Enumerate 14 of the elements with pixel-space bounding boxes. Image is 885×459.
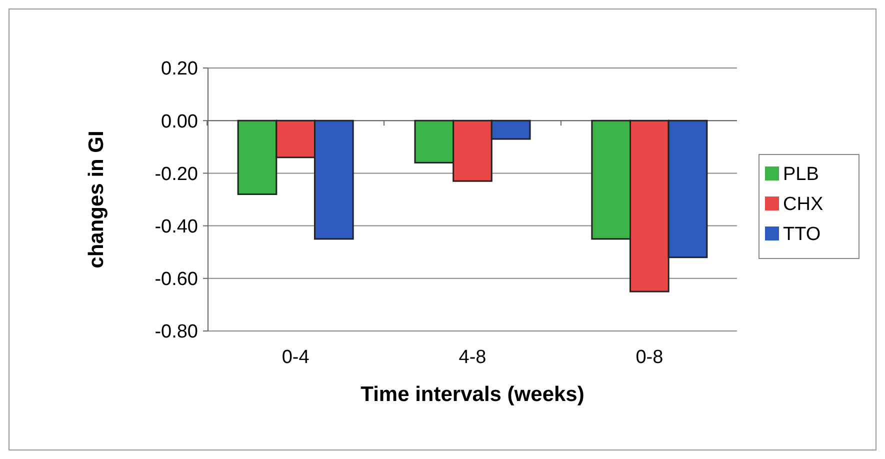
y-tick-label: -0.60 [154,269,198,290]
y-axis-title: changes in GI [85,130,108,268]
legend-label: CHX [783,194,824,216]
x-axis-title: Time intervals (weeks) [360,383,584,406]
y-tick-label: -0.20 [154,164,198,185]
y-tick-label: -0.80 [154,322,198,343]
legend-label: TTO [783,224,821,246]
y-tick-label: -0.40 [154,216,198,238]
y-tick-label: 0.00 [161,111,198,132]
y-tick-label: 0.20 [161,58,198,80]
x-tick-label: 0-4 [282,347,310,368]
x-tick-label: 0-8 [636,347,664,368]
legend-label: PLB [783,164,819,186]
x-tick-label: 4-8 [458,347,486,368]
